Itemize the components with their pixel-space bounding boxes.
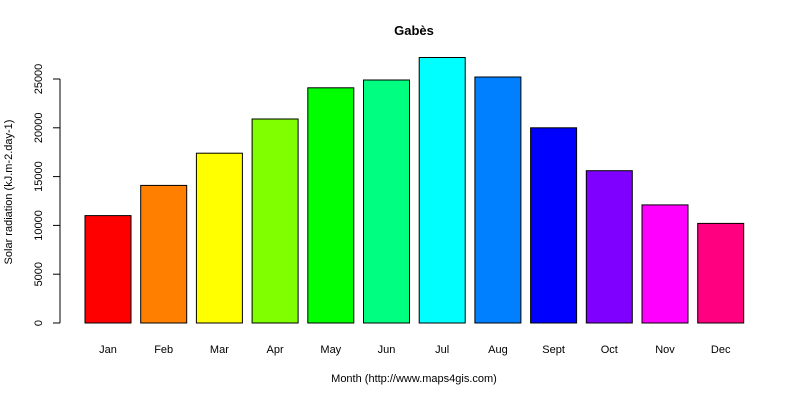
x-tick-label-jun: Jun [378, 344, 396, 356]
x-axis-label: Month (http://www.maps4gis.com) [331, 373, 497, 385]
x-tick-label-nov: Nov [655, 344, 675, 356]
y-tick-label: 20000 [33, 113, 45, 144]
x-tick-label-jul: Jul [435, 344, 449, 356]
x-tick-labels: Jan Feb Mar Apr May Jun Jul Aug Sept Oct Nov Dec [99, 344, 731, 356]
x-tick-label-jan: Jan [99, 344, 117, 356]
bar-jun [363, 79, 410, 324]
y-tick-label: 5000 [33, 262, 45, 286]
chart-title: Gabès [394, 23, 434, 38]
bar-sept [530, 127, 578, 324]
x-tick-label-apr: Apr [267, 344, 284, 356]
y-ticks: 0 5000 10000 15000 20000 25000 [33, 64, 60, 326]
y-tick-label: 0 [33, 320, 45, 326]
y-axis-label: Solar radiation (kJ.m-2.day-1) [3, 120, 15, 265]
bar-jan [84, 215, 132, 324]
bar-aug [474, 76, 522, 324]
x-tick-label-feb: Feb [154, 344, 173, 356]
bar-jul [418, 57, 466, 324]
x-tick-label-dec: Dec [711, 344, 731, 356]
x-tick-label-may: May [320, 344, 341, 356]
bars-group [84, 57, 745, 324]
bar-dec [697, 222, 745, 324]
bar-nov [641, 204, 689, 324]
y-tick-label: 15000 [33, 161, 45, 192]
x-tick-label-aug: Aug [488, 344, 508, 356]
x-tick-label-sept: Sept [542, 344, 565, 356]
x-tick-label-mar: Mar [210, 344, 229, 356]
bar-oct [585, 170, 633, 324]
bar-mar [195, 152, 243, 324]
bar-apr [251, 118, 299, 324]
bar-may [307, 87, 355, 324]
y-axis: 0 5000 10000 15000 20000 25000 [33, 64, 61, 326]
y-tick-label: 10000 [33, 210, 45, 241]
y-tick-label: 25000 [33, 64, 45, 95]
x-tick-label-oct: Oct [601, 344, 618, 356]
bar-feb [140, 184, 188, 324]
